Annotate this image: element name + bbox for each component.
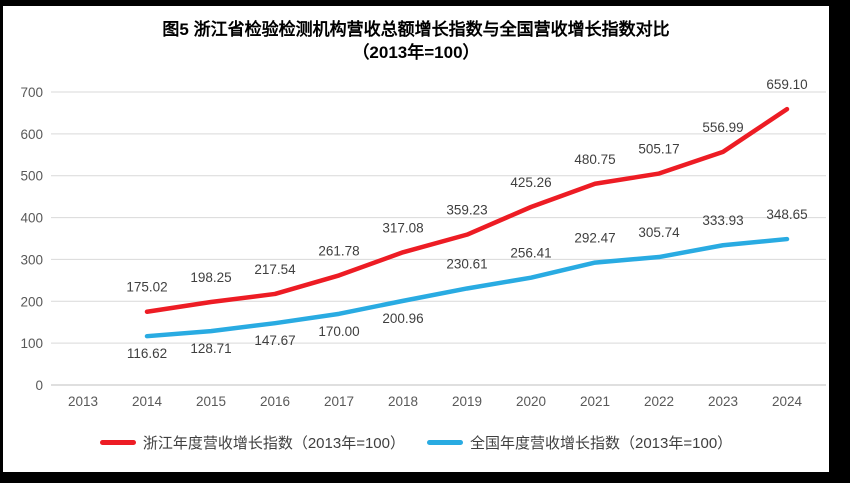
legend-item-national: 全国年度营收增长指数（2013年=100） [427, 432, 732, 453]
chart-subtitle: （2013年=100） [352, 43, 480, 62]
legend: 浙江年度营收增长指数（2013年=100） 全国年度营收增长指数（2013年=1… [3, 432, 829, 453]
national-legend-label: 全国年度营收增长指数（2013年=100） [470, 435, 733, 452]
legend-item-zhejiang: 浙江年度营收增长指数（2013年=100） [99, 432, 405, 453]
chart-title-block: 图5 浙江省检验检测机构营收总额增长指数与全国营收增长指数对比 （2013年=1… [3, 18, 829, 64]
chart-panel: 图5 浙江省检验检测机构营收总额增长指数与全国营收增长指数对比 （2013年=1… [3, 6, 829, 472]
national-line-swatch [427, 440, 463, 445]
zhejiang-line-swatch [99, 440, 136, 445]
zhejiang-legend-label: 浙江年度营收增长指数（2013年=100） [142, 435, 405, 452]
chart-title: 图5 浙江省检验检测机构营收总额增长指数与全国营收增长指数对比 [162, 20, 670, 39]
